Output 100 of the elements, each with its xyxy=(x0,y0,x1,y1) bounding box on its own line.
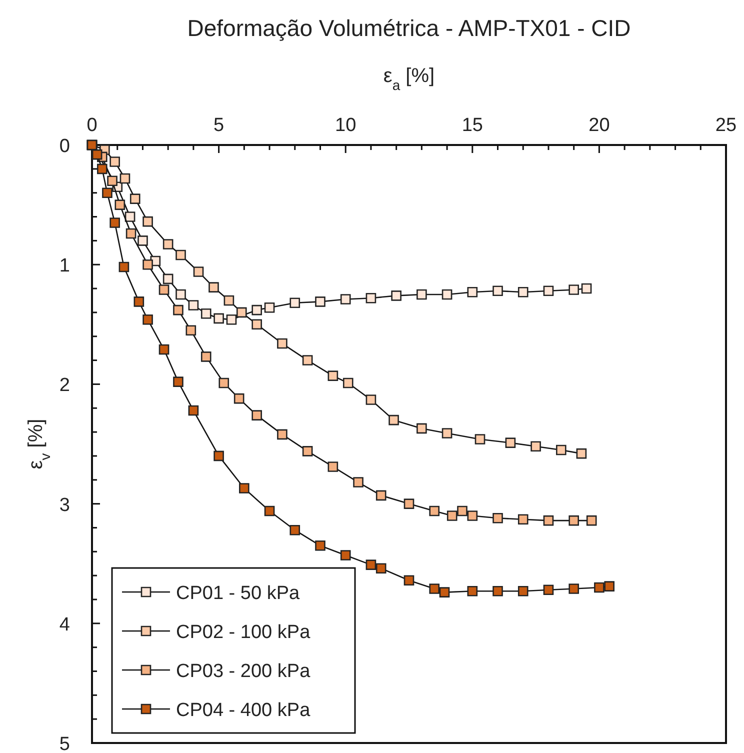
point xyxy=(110,156,120,167)
x-tick-label: 20 xyxy=(588,115,610,136)
point xyxy=(188,300,199,310)
point xyxy=(138,236,148,246)
point xyxy=(264,506,275,516)
point xyxy=(110,218,120,228)
point xyxy=(302,355,313,366)
point xyxy=(366,292,376,304)
point xyxy=(134,296,144,307)
point xyxy=(142,259,153,270)
point xyxy=(252,319,262,330)
point xyxy=(467,510,478,521)
point xyxy=(429,506,440,516)
point xyxy=(224,295,234,306)
point xyxy=(543,584,554,596)
point xyxy=(107,176,118,186)
point xyxy=(467,586,478,596)
point xyxy=(391,290,402,301)
x-tick-label: 0 xyxy=(86,115,98,136)
point xyxy=(218,378,230,388)
x-tick-label: 25 xyxy=(715,115,737,136)
point xyxy=(442,289,452,300)
point xyxy=(376,490,386,501)
point xyxy=(200,308,212,319)
legend-label: CP01 - 50 kPa xyxy=(176,583,300,604)
point xyxy=(568,515,579,526)
y-tick-label: 0 xyxy=(59,136,70,157)
point xyxy=(290,524,300,536)
point xyxy=(518,586,528,596)
point xyxy=(173,376,184,387)
point xyxy=(176,250,186,260)
point xyxy=(92,149,102,160)
point xyxy=(340,550,351,560)
point xyxy=(239,483,250,494)
point xyxy=(277,429,288,440)
point xyxy=(142,314,153,325)
point xyxy=(252,304,262,316)
point xyxy=(188,405,199,416)
point xyxy=(226,314,237,325)
point xyxy=(376,563,386,574)
x-tick-label: 5 xyxy=(214,115,224,136)
point xyxy=(277,338,288,349)
point xyxy=(518,286,528,298)
point xyxy=(576,448,587,459)
point xyxy=(158,284,170,295)
point xyxy=(366,560,376,570)
point xyxy=(556,444,566,456)
point xyxy=(581,283,592,294)
x-tick-label: 10 xyxy=(335,115,356,136)
point xyxy=(604,581,614,592)
point xyxy=(457,506,468,516)
y-tick-label: 3 xyxy=(59,494,70,516)
point xyxy=(114,200,126,210)
point xyxy=(328,462,338,472)
point xyxy=(568,284,579,295)
point xyxy=(120,173,130,184)
point xyxy=(236,307,247,318)
point xyxy=(328,370,338,381)
point xyxy=(290,298,300,308)
x-axis-title: ε$_{a}$ [%] xyxy=(383,65,435,93)
point xyxy=(142,216,153,227)
point xyxy=(162,239,174,250)
point xyxy=(234,393,244,404)
point xyxy=(118,262,130,272)
point xyxy=(404,498,414,509)
point xyxy=(176,289,186,300)
y-tick-label: 2 xyxy=(59,375,70,396)
point xyxy=(193,266,204,277)
point xyxy=(366,394,376,405)
point xyxy=(252,410,262,420)
point xyxy=(416,289,427,300)
point xyxy=(505,438,516,448)
point xyxy=(492,586,503,596)
point xyxy=(518,514,528,524)
y-tick-label: 4 xyxy=(59,614,70,636)
chart-title: Deformação Volumétrica - AMP-TX01 - CID xyxy=(187,15,631,41)
point xyxy=(130,194,140,204)
point xyxy=(214,450,224,462)
point xyxy=(162,274,174,284)
point xyxy=(200,352,212,362)
point xyxy=(173,304,184,316)
point xyxy=(126,228,136,239)
point xyxy=(353,477,364,488)
point xyxy=(442,428,452,438)
point xyxy=(388,414,399,426)
point xyxy=(530,441,541,452)
point xyxy=(594,582,604,593)
point xyxy=(302,446,313,456)
y-tick-label: 1 xyxy=(59,256,70,277)
point xyxy=(315,540,326,551)
point xyxy=(186,325,196,336)
point xyxy=(543,286,554,296)
point xyxy=(439,587,450,598)
point xyxy=(446,510,458,521)
point xyxy=(568,584,579,594)
legend-label: CP02 - 100 kPa xyxy=(176,622,311,643)
point xyxy=(467,286,478,298)
y-tick-label: 5 xyxy=(59,734,70,753)
point xyxy=(214,313,224,324)
point xyxy=(208,282,219,292)
